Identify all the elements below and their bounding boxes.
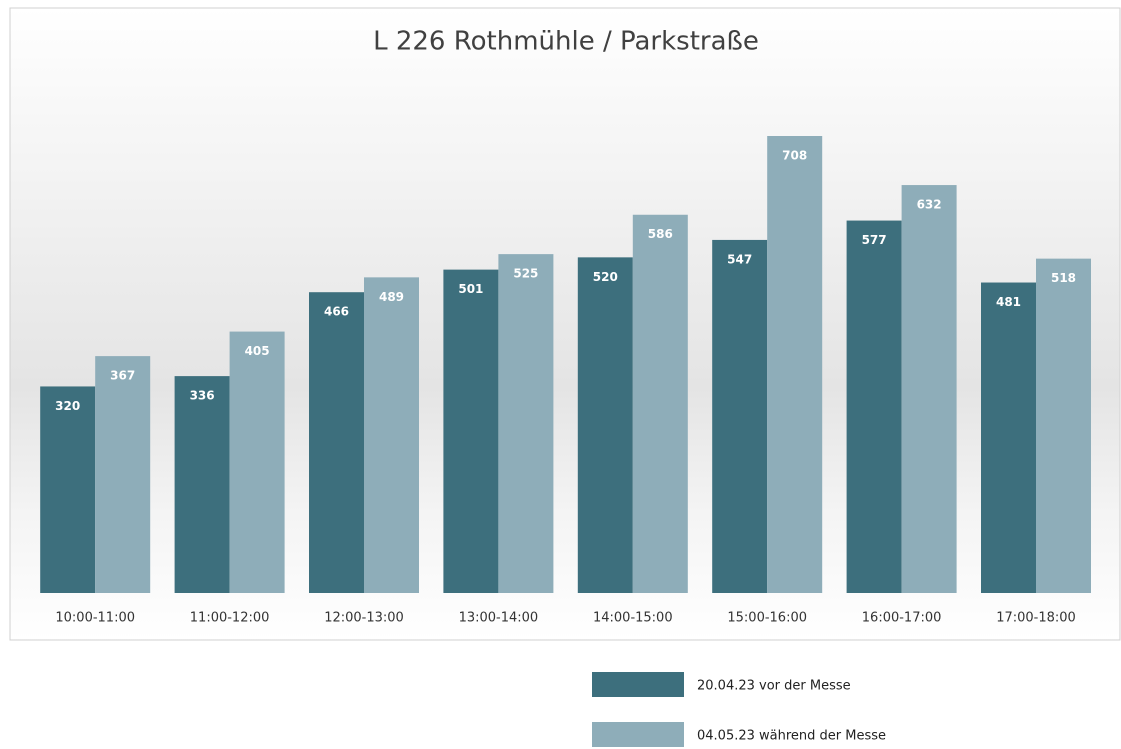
data-label: 520 xyxy=(593,270,618,284)
data-label: 489 xyxy=(379,290,404,304)
data-label: 466 xyxy=(324,305,349,319)
bar xyxy=(981,282,1036,593)
bar xyxy=(364,277,419,593)
data-label: 577 xyxy=(862,233,887,247)
x-tick-label: 12:00-13:00 xyxy=(324,611,404,626)
bar xyxy=(498,254,554,594)
data-label: 586 xyxy=(648,227,673,241)
bar xyxy=(767,136,823,593)
bar xyxy=(632,214,688,593)
legend-swatch xyxy=(592,672,684,697)
data-label: 367 xyxy=(110,369,135,383)
legend-label: 20.04.23 vor der Messe xyxy=(697,679,851,694)
bar xyxy=(577,257,633,593)
bar xyxy=(229,331,285,593)
chart-title: L 226 Rothmühle / Parkstraße xyxy=(373,27,759,57)
data-label: 501 xyxy=(458,282,483,296)
legend-swatch xyxy=(592,722,684,747)
x-tick-label: 16:00-17:00 xyxy=(862,611,942,626)
data-label: 525 xyxy=(513,267,538,281)
x-tick-label: 14:00-15:00 xyxy=(593,611,673,626)
data-label: 405 xyxy=(245,344,270,358)
data-label: 547 xyxy=(727,252,752,266)
x-tick-label: 11:00-12:00 xyxy=(190,611,270,626)
bar xyxy=(40,386,96,593)
data-label: 481 xyxy=(996,295,1021,309)
bar xyxy=(846,220,902,593)
bar xyxy=(901,185,957,593)
bar xyxy=(174,376,230,593)
bar xyxy=(1036,258,1091,593)
x-tick-label: 13:00-14:00 xyxy=(459,611,539,626)
x-tick-label: 10:00-11:00 xyxy=(55,611,135,626)
bar xyxy=(443,269,499,593)
bar xyxy=(309,292,364,593)
x-tick-label: 17:00-18:00 xyxy=(996,611,1076,626)
bar xyxy=(712,239,768,594)
data-label: 336 xyxy=(190,389,215,403)
data-label: 632 xyxy=(917,198,942,212)
data-label: 320 xyxy=(55,399,80,413)
data-label: 518 xyxy=(1051,271,1076,285)
legend-label: 04.05.23 während der Messe xyxy=(697,729,886,744)
bar xyxy=(95,356,151,593)
x-tick-label: 15:00-16:00 xyxy=(727,611,807,626)
data-label: 708 xyxy=(782,149,807,163)
